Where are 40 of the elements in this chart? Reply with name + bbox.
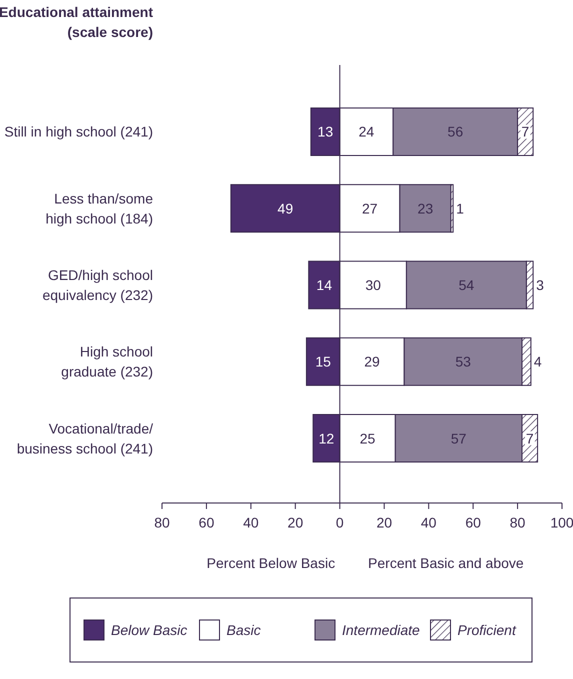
data-label: 1: [456, 200, 464, 216]
text: Percent Basic and above: [368, 555, 524, 571]
x-tick-label: 80: [510, 514, 526, 530]
y-tick-label: Vocational/trade/ business school (241): [16, 420, 154, 456]
data-label: 23: [418, 200, 434, 216]
x-tick-label: 20: [288, 514, 304, 530]
data-label: 14: [316, 277, 332, 293]
text: Percent Below Basic: [206, 555, 336, 571]
x-tick-label: 40: [243, 514, 259, 530]
chart-title: Educational attainment (scale score): [0, 4, 154, 40]
x-tick-label: 40: [420, 514, 437, 530]
data-label: 53: [455, 354, 472, 370]
data-label: 49: [278, 200, 294, 216]
data-label: 30: [365, 277, 382, 293]
data-label: 25: [360, 430, 376, 446]
data-label: 56: [448, 124, 464, 140]
legend-label: Basic: [226, 622, 261, 638]
legend-label: Intermediate: [342, 622, 420, 638]
data-label: 3: [536, 277, 544, 293]
y-tick-label: Less than/some high school (184): [46, 190, 154, 226]
data-label: 15: [315, 354, 332, 370]
x-tick-label: 100: [550, 514, 573, 530]
x-tick-label: 20: [376, 514, 392, 530]
legend-label: Proficient: [458, 622, 517, 638]
data-label: 13: [318, 124, 334, 140]
data-label: 12: [318, 430, 334, 446]
data-label: 29: [364, 354, 380, 370]
data-label: 54: [458, 277, 474, 293]
data-label: 57: [450, 430, 467, 446]
x-tick-label: 60: [465, 514, 482, 530]
x-tick-label: 0: [336, 514, 344, 530]
legend-label: Below Basic: [111, 622, 188, 638]
y-tick-label: High school graduate (232): [61, 344, 153, 380]
y-tick-label: GED/high school equivalency (232): [42, 267, 153, 303]
x-tick-label: 60: [198, 514, 214, 530]
data-label: 24: [358, 124, 374, 140]
data-label: 27: [362, 200, 378, 216]
x-tick-label: 80: [154, 514, 170, 530]
y-tick-label: Still in high school (241): [4, 124, 153, 140]
data-label: 4: [534, 354, 542, 370]
